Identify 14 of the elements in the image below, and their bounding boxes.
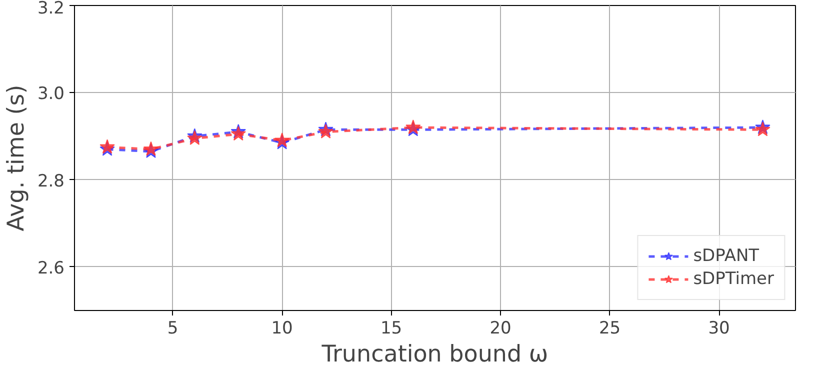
y-axis-title: Avg. time (s)	[3, 84, 30, 232]
x-axis-title: Truncation bound ω	[320, 342, 548, 368]
y-tick-label: 2.6	[37, 258, 65, 278]
legend-label: sDPTimer	[693, 269, 774, 289]
x-tick-label: 5	[167, 318, 178, 338]
x-tick-label: 10	[271, 318, 293, 338]
y-tick-label: 3.0	[37, 84, 65, 104]
x-tick-label: 30	[708, 318, 730, 338]
x-tick-label: 15	[380, 318, 402, 338]
x-tick-label: 25	[598, 318, 621, 338]
x-tick-label: 20	[490, 318, 512, 338]
legend-label: sDPANT	[693, 246, 760, 266]
y-tick-label: 3.2	[37, 0, 65, 18]
y-tick-label: 2.8	[37, 171, 65, 192]
